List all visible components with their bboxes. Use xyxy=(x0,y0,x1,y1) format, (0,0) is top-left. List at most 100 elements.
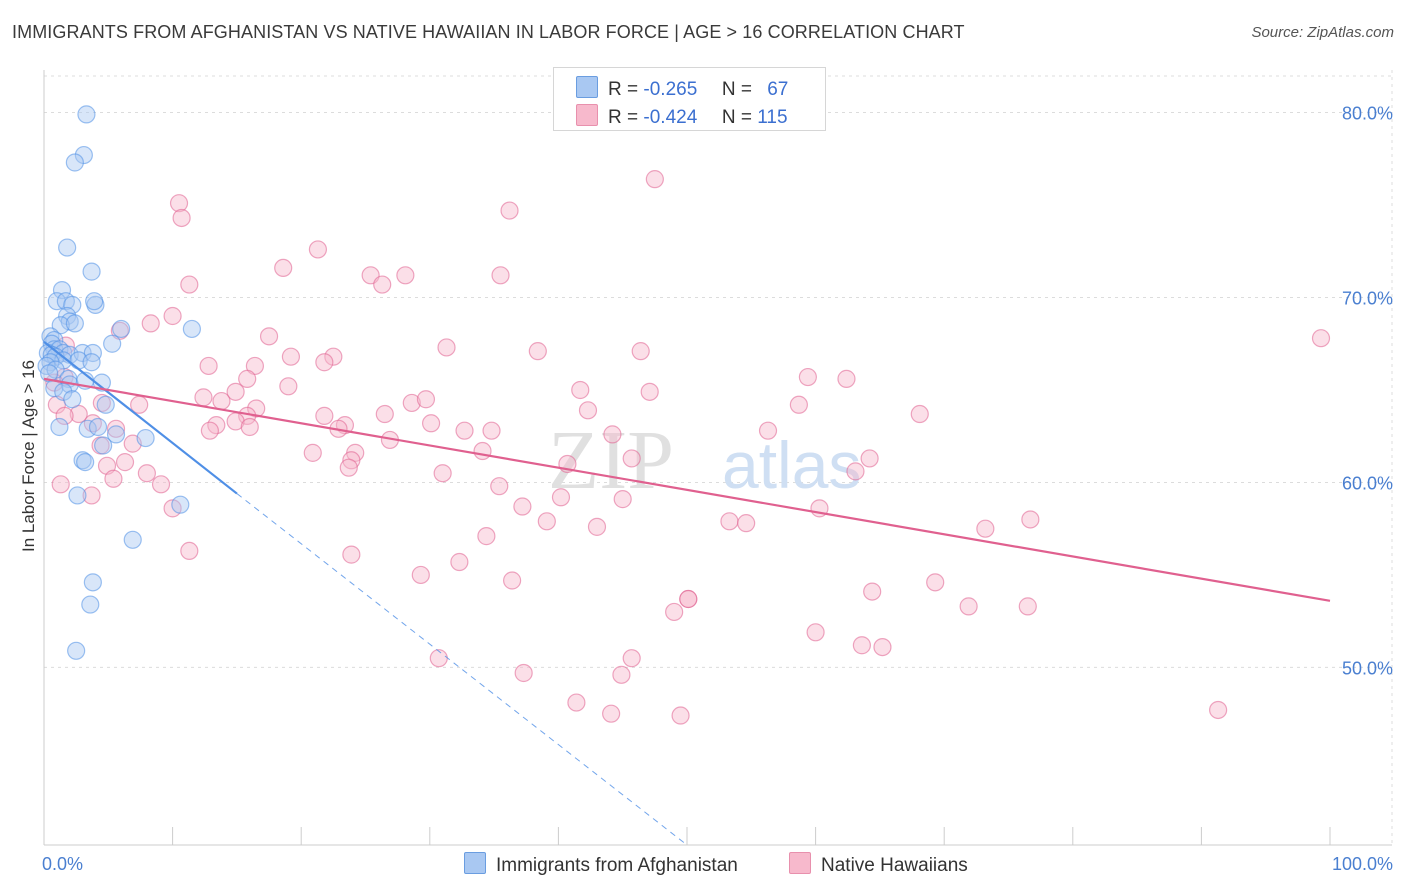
hawaiian-point xyxy=(433,464,452,483)
y-tick-label: 80.0% xyxy=(1342,104,1393,124)
hawaiian-point xyxy=(180,541,199,561)
hawaiian-point xyxy=(567,693,586,712)
hawaiian-point xyxy=(141,314,160,333)
hawaiian-point xyxy=(1018,597,1037,616)
hawaiian-point xyxy=(1311,329,1331,348)
hawaiian-point xyxy=(640,382,659,401)
hawaiian-point xyxy=(104,469,123,488)
hawaiian-point xyxy=(375,404,394,424)
hawaiian-point xyxy=(308,240,328,259)
afghanistan-point xyxy=(65,153,84,172)
legend-r-label: R = xyxy=(608,107,639,128)
hawaiian-point xyxy=(587,517,607,536)
grid-lines xyxy=(44,70,1393,845)
legend-r-label: R = xyxy=(608,79,639,100)
hawaiian-point xyxy=(240,417,259,437)
legend-r-value: -0.265 xyxy=(643,79,698,100)
hawaiian-point xyxy=(622,449,641,468)
afghanistan-point xyxy=(83,343,102,363)
hawaiian-trend-line xyxy=(43,377,1331,602)
afghanistan-point xyxy=(63,390,82,409)
hawaiian-point xyxy=(342,451,361,470)
hawaiian-point xyxy=(806,623,825,642)
legend-swatch-afghanistan xyxy=(576,76,598,98)
data-points xyxy=(37,105,1331,725)
hawaiian-point xyxy=(339,458,358,477)
x-tick-label: 100.0% xyxy=(1332,854,1393,874)
trend-lines xyxy=(43,341,1331,846)
hawaiian-point xyxy=(315,406,334,425)
afghanistan-point xyxy=(68,486,87,505)
legend-item-afghanistan[interactable]: Immigrants from Afghanistan xyxy=(464,852,738,877)
hawaiian-point xyxy=(622,649,641,668)
hawaiian-point xyxy=(421,414,441,433)
hawaiian-point xyxy=(1021,510,1040,529)
hawaiian-point xyxy=(665,602,684,622)
hawaiian-point xyxy=(169,194,189,213)
y-tick-label: 60.0% xyxy=(1342,473,1393,493)
hawaiian-point xyxy=(279,377,298,396)
hawaiian-point xyxy=(603,425,622,444)
x-tick-label: 0.0% xyxy=(42,854,83,874)
hawaiian-point xyxy=(798,367,817,387)
chart-source: Source: ZipAtlas.com xyxy=(1251,24,1394,41)
hawaiian-point xyxy=(274,258,293,278)
hawaiian-point xyxy=(571,380,590,400)
hawaiian-point xyxy=(1209,700,1228,720)
afghanistan-point xyxy=(67,641,86,660)
afghanistan-point xyxy=(103,334,122,353)
afghanistan-trend-extension xyxy=(236,493,688,846)
legend-swatch-afghanistan xyxy=(464,852,486,874)
hawaiian-point xyxy=(106,419,126,438)
legend-r-value: -0.424 xyxy=(643,107,698,128)
hawaiian-point xyxy=(926,573,945,592)
legend-label-hawaiian: Native Hawaiians xyxy=(821,855,968,876)
hawaiian-point xyxy=(482,421,501,440)
y-tick-label: 50.0% xyxy=(1342,658,1393,678)
afghanistan-point xyxy=(82,353,101,372)
hawaiian-point xyxy=(631,342,650,361)
hawaiian-point xyxy=(514,663,533,683)
watermark-atlas: atlas xyxy=(722,428,861,502)
hawaiian-point xyxy=(537,512,556,531)
hawaiian-point xyxy=(82,486,101,505)
hawaiian-point xyxy=(679,589,698,609)
hawaiian-point xyxy=(226,382,245,401)
axes xyxy=(43,70,1392,846)
hawaiian-point xyxy=(528,342,547,361)
afghanistan-point xyxy=(52,281,72,300)
afghanistan-point xyxy=(182,319,201,339)
hawaiian-point xyxy=(860,449,879,468)
legend-n-label: N = xyxy=(721,107,752,128)
hawaiian-point xyxy=(613,490,632,509)
series-legend: Immigrants from Afghanistan Native Hawai… xyxy=(0,852,1406,878)
hawaiian-point xyxy=(612,665,631,684)
hawaiian-point xyxy=(342,545,361,564)
hawaiian-point xyxy=(51,475,70,494)
legend-item-hawaiian[interactable]: Native Hawaiians xyxy=(789,852,968,877)
afghanistan-point xyxy=(50,417,69,437)
hawaiian-point xyxy=(837,369,856,388)
hawaiian-point xyxy=(429,649,448,668)
hawaiian-point xyxy=(402,393,421,413)
hawaiian-point xyxy=(491,266,510,285)
hawaiian-point xyxy=(846,462,865,481)
legend-row-hawaiian: R = -0.424 N = 115 xyxy=(576,104,788,128)
hawaiian-point xyxy=(303,443,322,462)
chart-title: IMMIGRANTS FROM AFGHANISTAN VS NATIVE HA… xyxy=(12,22,965,42)
hawaiian-point xyxy=(281,347,301,366)
afghanistan-point xyxy=(73,451,92,470)
hawaiian-point xyxy=(324,347,343,366)
watermark: ZIP atlas xyxy=(548,414,861,507)
afghanistan-point xyxy=(112,319,131,339)
hawaiian-point xyxy=(513,497,532,516)
watermark-zip: ZIP xyxy=(548,414,674,507)
hawaiian-point xyxy=(500,201,519,220)
hawaiian-point xyxy=(151,475,171,494)
hawaiian-point xyxy=(55,406,74,425)
legend-n-label: N = xyxy=(721,79,752,100)
y-axis-label: In Labor Force | Age > 16 xyxy=(19,360,38,552)
hawaiian-point xyxy=(259,327,279,346)
hawaiian-point xyxy=(411,565,430,585)
